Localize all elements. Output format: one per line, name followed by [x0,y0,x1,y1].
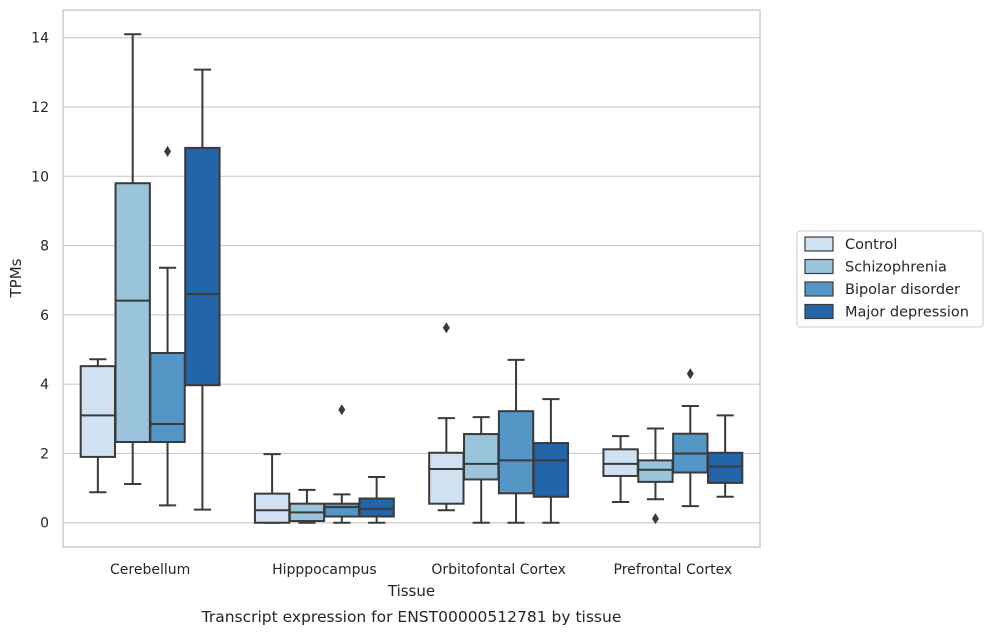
box-control [602,435,639,503]
outlier-point [338,404,346,416]
y-tick-label: 6 [40,308,49,324]
outlier-point [686,368,694,380]
legend-frame [796,230,984,328]
y-tick-label: 0 [40,516,49,532]
y-tick-label: 8 [40,239,49,255]
box-schizophrenia [463,416,500,524]
box-control [79,358,117,494]
box-bipolar-disorder [149,145,186,507]
x-axis-label: Tissue [387,582,435,600]
x-axis-ticks: Cerebellum Hipppocampus Orbitofontal Corte… [110,562,732,578]
legend-entry-label: Control [845,237,897,253]
y-tick-label: 10 [31,169,49,185]
box-iqr [253,492,291,524]
box-iqr [497,410,535,495]
legend-entry-label: Bipolar disorder [845,282,960,298]
outlier-point [651,513,659,525]
box-major-depression [706,414,744,498]
box-iqr [706,451,744,484]
box-iqr [114,182,151,444]
box-major-depression [184,68,221,511]
outlier-point [442,322,450,334]
box-iqr [637,459,674,483]
box-iqr [184,146,221,387]
y-tick-label: 2 [40,446,49,462]
box-iqr [358,497,395,518]
y-tick-label: 4 [40,377,49,393]
box-iqr [79,365,117,458]
x-tick-label: Prefrontal Cortex [614,562,733,578]
box-iqr [428,451,465,505]
y-tick-label: 12 [31,100,49,116]
box-bipolar-disorder [672,368,709,508]
legend-swatch [804,303,834,320]
plot-area-frame [62,9,761,548]
legend-entry-label: Major depression [845,305,969,321]
box-iqr [149,351,186,444]
box-major-depression [358,476,395,524]
chart-caption: Transcript expression for ENST0000051278… [201,608,622,626]
box-control [253,453,291,524]
box-iqr [323,502,360,518]
box-schizophrenia [288,488,326,524]
y-tick-label: 14 [31,31,49,47]
x-tick-label: Cerebellum [110,562,190,578]
x-tick-label: Orbitofontal Cortex [431,562,566,578]
legend-swatch [804,281,834,297]
box-control [428,322,465,512]
y-axis-label: TPMs [7,258,25,298]
box-bipolar-disorder [323,404,360,524]
legend-swatch [804,236,834,252]
box-schizophrenia [114,33,151,485]
legend-entry-label: Schizophrenia [845,260,947,276]
box-schizophrenia [637,427,674,525]
box-series [79,33,744,525]
box-iqr [463,433,500,481]
legend: Control Schizophrenia Bipolar disorder Majo… [796,230,984,328]
legend-swatch [804,258,834,275]
box-major-depression [532,398,570,524]
box-iqr [532,442,570,498]
box-bipolar-disorder [497,358,535,524]
outlier-point [164,145,172,157]
y-axis-ticks: 0 2 4 6 8 10 12 14 [31,31,49,532]
box-iqr [602,448,639,477]
x-tick-label: Hipppocampus [272,562,377,578]
